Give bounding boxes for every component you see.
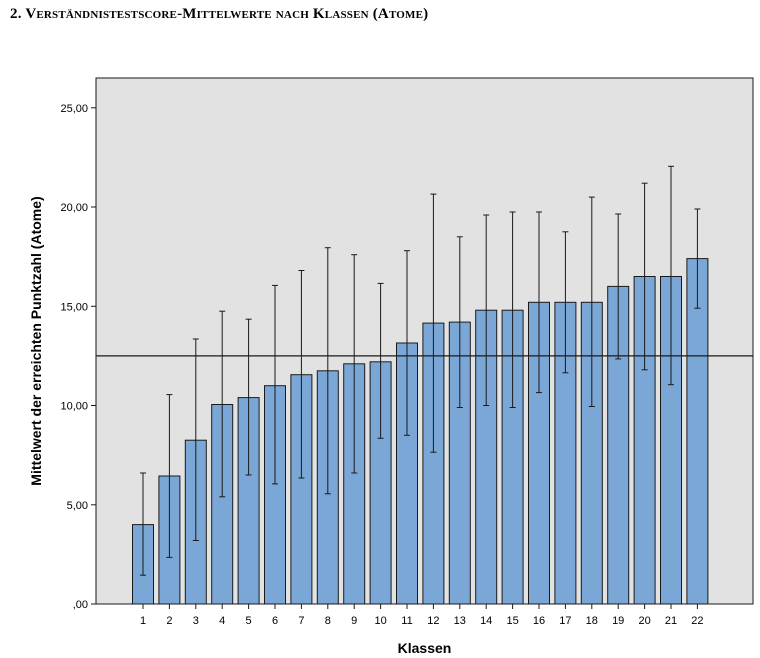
x-tick-label: 6	[272, 615, 278, 627]
x-tick-label: 10	[374, 615, 386, 627]
x-tick-label: 5	[246, 615, 252, 627]
error-bar-9	[351, 254, 358, 474]
x-tick-label: 13	[454, 615, 466, 627]
x-tick-label: 9	[351, 615, 357, 627]
y-tick-label: 15,00	[60, 301, 88, 313]
error-bar-13	[456, 236, 463, 408]
error-bar-17	[562, 231, 569, 374]
x-tick-label: 16	[533, 615, 545, 627]
y-tick-label: 5,00	[67, 500, 88, 512]
x-tick-label: 11	[401, 615, 412, 627]
error-bar-10	[377, 282, 384, 439]
y-tick-label: 10,00	[60, 401, 88, 413]
x-tick-label: 1	[140, 615, 146, 627]
error-bar-2	[166, 394, 173, 558]
x-tick-label: 18	[586, 615, 598, 627]
error-bar-11	[404, 250, 410, 436]
x-tick-label: 7	[298, 615, 304, 627]
error-bar-8	[324, 247, 331, 495]
y-tick-label: 25,00	[60, 103, 88, 115]
error-bar-5	[245, 318, 252, 476]
y-tick-label: 20,00	[60, 202, 88, 214]
y-axis-title: Mittelwert der erreichten Punktzahl (Ato…	[28, 196, 44, 485]
x-tick-label: 15	[506, 615, 518, 627]
error-bar-1	[140, 472, 146, 576]
error-bar-20	[641, 182, 648, 371]
x-tick-label: 22	[691, 615, 703, 627]
error-bar-22	[694, 208, 701, 309]
page-heading: 2. Verständnistestscore-Mittelwerte nach…	[10, 6, 429, 22]
y-axis: ,00 5,00 10,00 15,00 20,00 25,00	[60, 103, 96, 611]
error-bar-21	[668, 165, 674, 386]
error-bars-layer	[140, 165, 701, 576]
error-bar-15	[509, 211, 516, 408]
error-bar-7	[298, 270, 305, 479]
x-tick-label: 14	[480, 615, 492, 627]
error-bar-14	[483, 214, 490, 406]
error-bar-16	[536, 211, 542, 394]
x-tick-label: 4	[219, 615, 225, 627]
error-bar-19	[615, 213, 622, 360]
error-bar-4	[219, 310, 226, 498]
bar-22	[686, 258, 709, 605]
x-axis-title: Klassen	[398, 640, 452, 656]
y-tick-label: ,00	[73, 599, 88, 611]
x-tick-label: 2	[166, 615, 172, 627]
x-tick-label: 3	[193, 615, 199, 627]
x-tick-label: 21	[665, 615, 677, 627]
x-tick-label: 8	[325, 615, 331, 627]
x-tick-label: 19	[612, 615, 624, 627]
x-axis: 1 2 3 4 5 6 7 8 9 10 11 12 13 14 15 16 17 18 19 20 21 22	[140, 604, 704, 627]
x-tick-label: 12	[427, 615, 439, 627]
error-bar-3	[192, 338, 199, 541]
x-tick-label: 17	[559, 615, 571, 627]
error-bar-6	[272, 284, 278, 485]
bars-layer	[132, 258, 709, 605]
plot-frame	[95, 77, 754, 605]
error-bar-18	[588, 196, 595, 407]
x-tick-label: 20	[638, 615, 650, 627]
error-bar-12	[430, 193, 437, 453]
